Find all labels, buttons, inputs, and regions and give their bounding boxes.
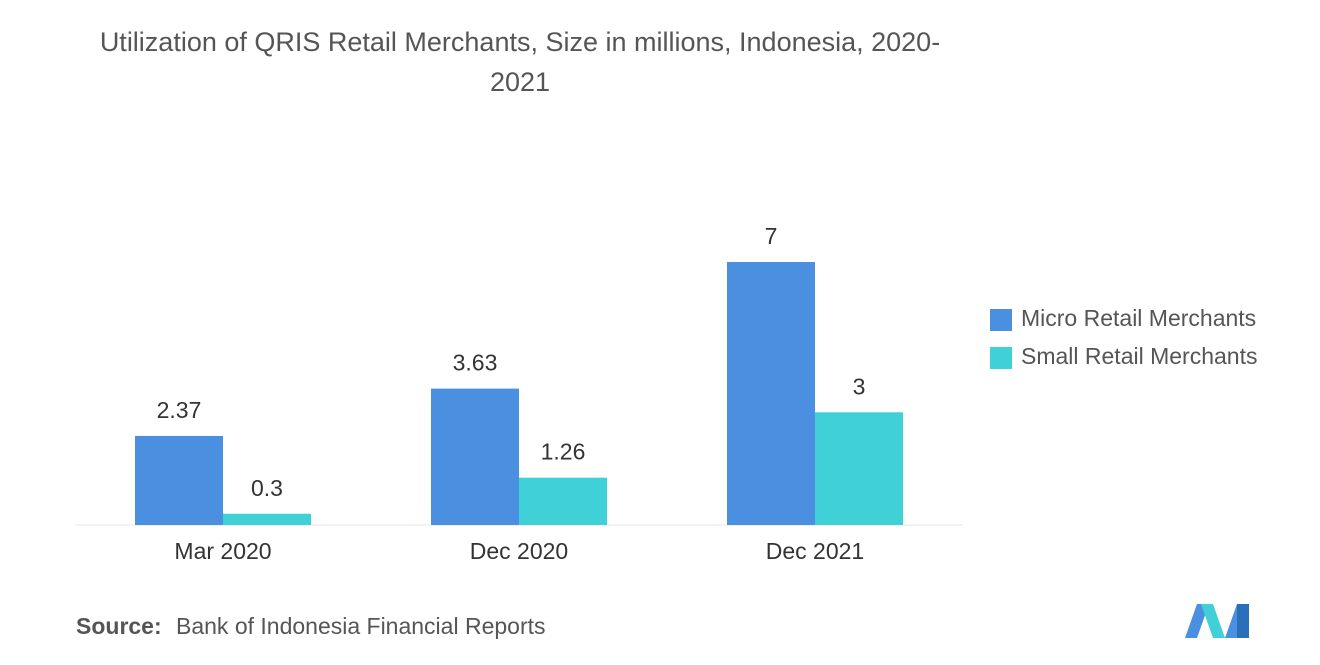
bar xyxy=(223,513,311,525)
x-tick-label: Dec 2021 xyxy=(766,538,864,564)
chart-title: Utilization of QRIS Retail Merchants, Si… xyxy=(99,27,941,97)
x-tick-label: Dec 2020 xyxy=(470,538,568,564)
data-label: 3.63 xyxy=(453,350,498,376)
bar xyxy=(815,412,903,525)
data-label: 2.37 xyxy=(157,397,202,423)
data-label: 7 xyxy=(765,223,778,249)
data-label: 1.26 xyxy=(541,439,586,465)
bar xyxy=(431,388,519,525)
bar xyxy=(135,435,223,525)
legend-swatch xyxy=(990,309,1012,331)
bar xyxy=(727,262,815,525)
x-tick-label: Mar 2020 xyxy=(174,538,271,564)
legend-swatch xyxy=(990,347,1012,369)
data-label: 0.3 xyxy=(251,475,283,501)
legend-label: Small Retail Merchants xyxy=(1021,343,1257,369)
bar xyxy=(519,477,607,525)
data-label: 3 xyxy=(853,373,866,399)
source: Bank of Indonesia Financial Reports xyxy=(176,613,546,639)
logo xyxy=(1185,604,1249,638)
source-label: Source: xyxy=(76,613,162,639)
legend-label: Micro Retail Merchants xyxy=(1021,305,1256,331)
